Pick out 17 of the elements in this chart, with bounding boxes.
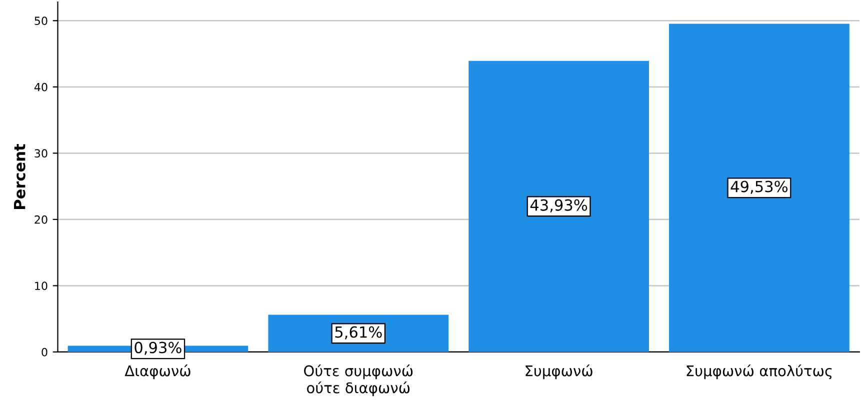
x-tick-label: Συμφωνώ xyxy=(526,364,592,380)
bar xyxy=(669,24,850,352)
x-tick-label: Διαφωνώ xyxy=(124,364,190,380)
data-label: 0,93% xyxy=(134,342,182,355)
y-tick-label: 30 xyxy=(34,149,48,158)
x-tick-label: Ούτε συμφωνώ ούτε διαφωνώ xyxy=(304,364,413,396)
bar xyxy=(468,60,649,352)
y-tick-label: 50 xyxy=(34,16,48,26)
y-axis-title: Percent xyxy=(14,144,26,209)
y-tick-label: 40 xyxy=(34,82,48,92)
data-label: 43,93% xyxy=(530,199,588,212)
data-label: 49,53% xyxy=(730,180,788,194)
data-label: 5,61% xyxy=(335,326,382,340)
y-tick-label: 10 xyxy=(35,282,48,290)
y-tick-label: 20 xyxy=(34,215,48,224)
y-tick-label: 0 xyxy=(42,348,48,356)
x-tick-label: Συμφωνώ απολύτως xyxy=(686,364,832,380)
